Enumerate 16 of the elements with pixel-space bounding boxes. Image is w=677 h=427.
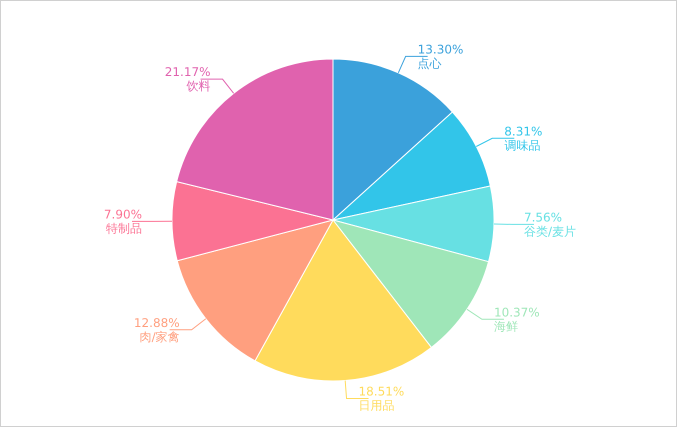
slice-label: 谷类/麦片 — [524, 224, 576, 238]
data-label: 7.90% — [104, 207, 142, 222]
slice-label: 调味品 — [504, 138, 540, 152]
data-label: 18.51% — [358, 384, 404, 398]
data-label: 12.88% — [134, 316, 180, 330]
slice-label: 特制品 — [106, 221, 142, 236]
slice-label: 海鲜 — [494, 319, 518, 334]
data-label: 8.31% — [504, 124, 542, 138]
slice-label: 饮料 — [186, 79, 211, 94]
slice-label: 点心 — [418, 56, 442, 70]
slice-label: 日用品 — [358, 398, 395, 412]
data-label: 7.56% — [524, 210, 562, 224]
slice-label: 肉/家禽 — [140, 330, 180, 344]
data-label: 10.37% — [494, 305, 540, 320]
data-label: 13.30% — [418, 42, 464, 56]
data-label: 21.17% — [164, 65, 211, 80]
